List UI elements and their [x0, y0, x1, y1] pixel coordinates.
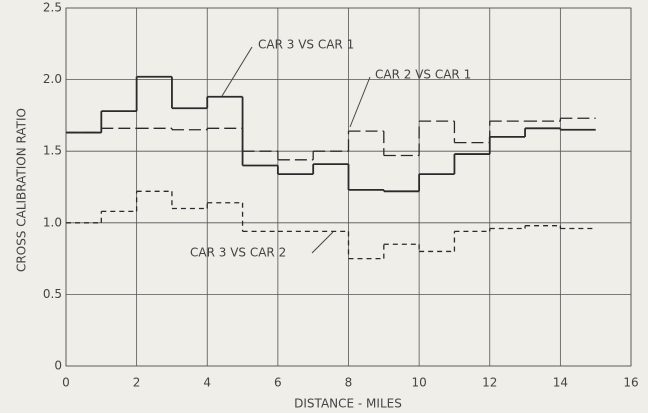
- x-tick-label: 4: [203, 376, 211, 390]
- annotation-leader: [221, 46, 253, 97]
- series-label: CAR 2 VS CAR 1: [375, 68, 471, 82]
- y-tick-label: 0.5: [43, 287, 62, 301]
- annotation-leader: [311, 231, 334, 254]
- x-tick-label: 2: [133, 376, 141, 390]
- y-tick-label: 0: [54, 359, 62, 373]
- y-tick-label: 2.5: [43, 1, 62, 15]
- y-axis-label: CROSS CALIBRATION RATIO: [15, 108, 29, 272]
- x-tick-label: 14: [553, 376, 568, 390]
- x-tick-label: 10: [411, 376, 426, 390]
- x-axis-label: DISTANCE - MILES: [294, 397, 402, 411]
- series-label: CAR 3 VS CAR 2: [190, 246, 286, 260]
- x-tick-label: 6: [274, 376, 282, 390]
- y-tick-label: 1.0: [43, 215, 62, 229]
- series-label: CAR 3 VS CAR 1: [258, 38, 354, 52]
- y-tick-label: 1.5: [43, 144, 62, 158]
- x-tick-label: 0: [62, 376, 70, 390]
- annotation-leader: [349, 76, 371, 128]
- x-tick-label: 16: [623, 376, 638, 390]
- x-tick-label: 8: [345, 376, 353, 390]
- y-tick-label: 2.0: [43, 72, 62, 86]
- x-tick-label: 12: [482, 376, 497, 390]
